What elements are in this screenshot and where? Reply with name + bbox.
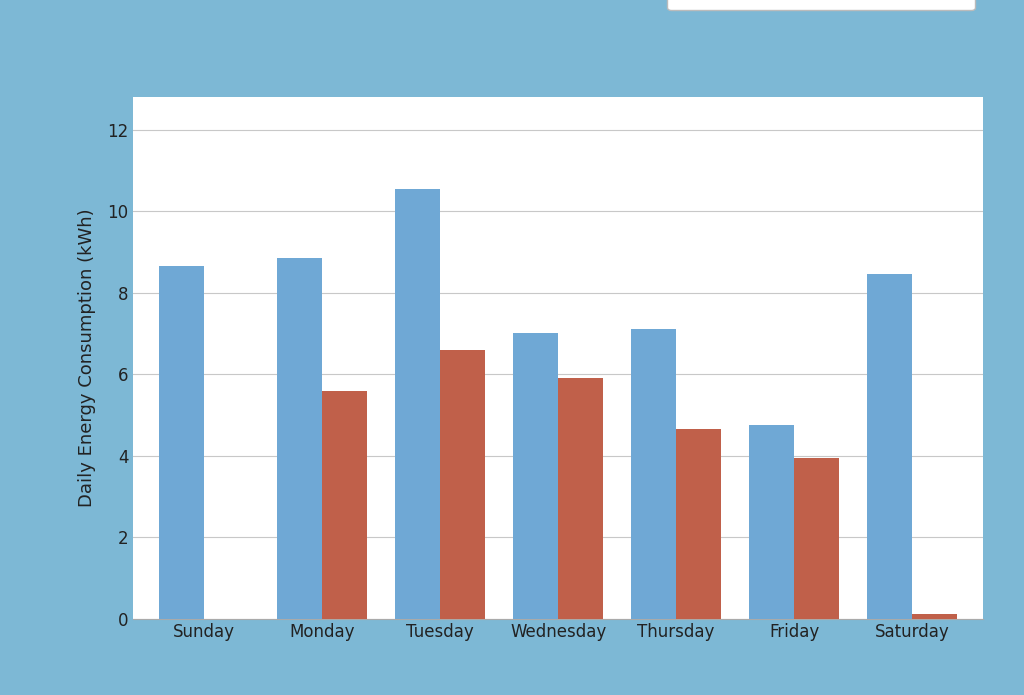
Bar	[322, 391, 367, 619]
Legend: Uncontrolled Ice Machine, Timer Controlled Ice Machine: Uncontrolled Ice Machine, Timer Controll…	[668, 0, 975, 10]
Bar	[513, 334, 558, 619]
Bar	[867, 275, 912, 619]
Bar	[278, 258, 322, 619]
Y-axis label: Daily Energy Consumption (kWh): Daily Energy Consumption (kWh)	[78, 208, 96, 507]
Bar	[558, 378, 603, 619]
Bar	[440, 350, 485, 619]
Bar	[395, 189, 440, 619]
Bar	[750, 425, 795, 619]
Bar	[795, 458, 839, 619]
Bar	[676, 430, 721, 619]
Bar	[159, 266, 204, 619]
Bar	[912, 614, 957, 619]
Bar	[631, 329, 676, 619]
